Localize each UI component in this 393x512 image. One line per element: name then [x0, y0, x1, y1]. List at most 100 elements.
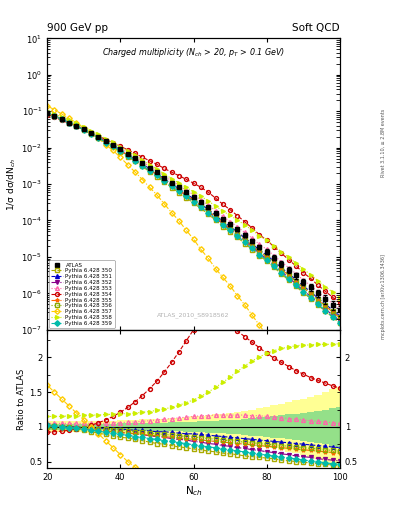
Pythia 6.428 356 — [140, 161, 145, 167]
Pythia 6.428 357 — [140, 177, 145, 183]
Pythia 6.428 359 — [257, 251, 262, 258]
Pythia 6.428 353 — [308, 283, 313, 289]
Pythia 6.428 359 — [191, 199, 196, 205]
Pythia 6.428 356 — [338, 314, 342, 321]
Pythia 6.428 353 — [67, 119, 72, 125]
Pythia 6.428 350 — [338, 321, 342, 327]
Pythia 6.428 359 — [81, 126, 86, 133]
Pythia 6.428 357 — [323, 420, 328, 426]
Pythia 6.428 353 — [316, 289, 320, 295]
Pythia 6.428 351 — [125, 152, 130, 158]
Pythia 6.428 359 — [264, 257, 269, 263]
Pythia 6.428 355 — [272, 260, 276, 266]
Pythia 6.428 352 — [52, 113, 57, 119]
Pythia 6.428 356 — [154, 171, 159, 177]
Pythia 6.428 353 — [338, 307, 342, 313]
Pythia 6.428 356 — [103, 139, 108, 145]
Pythia 6.428 359 — [67, 120, 72, 126]
Pythia 6.428 359 — [103, 139, 108, 145]
Pythia 6.428 351 — [111, 142, 116, 148]
Pythia 6.428 351 — [191, 196, 196, 202]
Pythia 6.428 352 — [111, 143, 116, 149]
Pythia 6.428 356 — [89, 131, 94, 137]
Pythia 6.428 357 — [301, 388, 306, 394]
Pythia 6.428 352 — [133, 157, 138, 163]
Pythia 6.428 350 — [52, 113, 57, 119]
Pythia 6.428 359 — [89, 131, 94, 137]
Pythia 6.428 358 — [330, 289, 335, 295]
Pythia 6.428 358 — [338, 295, 342, 301]
Pythia 6.428 351 — [235, 229, 240, 235]
Pythia 6.428 352 — [125, 152, 130, 158]
Pythia 6.428 358 — [59, 114, 64, 120]
Pythia 6.428 351 — [184, 191, 189, 197]
Pythia 6.428 358 — [52, 111, 57, 117]
Pythia 6.428 351 — [294, 276, 298, 283]
Pythia 6.428 352 — [220, 221, 225, 227]
Text: ATLAS_2010_S8918562: ATLAS_2010_S8918562 — [157, 312, 230, 318]
Pythia 6.428 354 — [162, 165, 167, 172]
Pythia 6.428 354 — [111, 139, 116, 145]
Pythia 6.428 358 — [89, 127, 94, 134]
Pythia 6.428 354 — [147, 158, 152, 164]
Pythia 6.428 355 — [264, 254, 269, 260]
Pythia 6.428 356 — [213, 213, 218, 219]
Pythia 6.428 354 — [272, 244, 276, 250]
Pythia 6.428 358 — [294, 260, 298, 266]
Pythia 6.428 355 — [52, 113, 57, 119]
Text: 900 GeV pp: 900 GeV pp — [47, 23, 108, 33]
Pythia 6.428 350 — [169, 184, 174, 190]
Pythia 6.428 356 — [308, 290, 313, 296]
Pythia 6.428 352 — [301, 287, 306, 293]
Pythia 6.428 350 — [264, 258, 269, 264]
Pythia 6.428 359 — [140, 162, 145, 168]
Pythia 6.428 351 — [59, 116, 64, 122]
Pythia 6.428 359 — [308, 294, 313, 301]
Pythia 6.428 358 — [191, 189, 196, 195]
Pythia 6.428 358 — [67, 117, 72, 123]
Pythia 6.428 350 — [286, 277, 291, 283]
Pythia 6.428 354 — [67, 120, 72, 126]
Pythia 6.428 351 — [140, 161, 145, 167]
Pythia 6.428 359 — [176, 188, 181, 195]
Pythia 6.428 359 — [206, 209, 211, 216]
Pythia 6.428 357 — [198, 246, 203, 252]
Pythia 6.428 358 — [213, 203, 218, 209]
Pythia 6.428 358 — [118, 143, 123, 150]
Pythia 6.428 354 — [103, 137, 108, 143]
Pythia 6.428 357 — [242, 302, 247, 308]
Pythia 6.428 352 — [279, 268, 284, 274]
Pythia 6.428 351 — [264, 252, 269, 258]
Pythia 6.428 356 — [184, 191, 189, 198]
Pythia 6.428 350 — [235, 234, 240, 241]
Pythia 6.428 357 — [74, 120, 79, 126]
Pythia 6.428 353 — [154, 168, 159, 174]
Pythia 6.428 357 — [89, 130, 94, 136]
Pythia 6.428 355 — [184, 192, 189, 198]
Pythia 6.428 357 — [162, 201, 167, 207]
Pythia 6.428 351 — [242, 235, 247, 241]
Pythia 6.428 353 — [330, 301, 335, 307]
Pythia 6.428 358 — [286, 254, 291, 261]
Pythia 6.428 359 — [272, 263, 276, 269]
Pythia 6.428 351 — [67, 119, 72, 125]
Pythia 6.428 354 — [323, 288, 328, 294]
Pythia 6.428 350 — [184, 195, 189, 201]
Pythia 6.428 353 — [81, 125, 86, 132]
Pythia 6.428 355 — [133, 157, 138, 163]
Pythia 6.428 355 — [206, 208, 211, 214]
Pythia 6.428 359 — [198, 204, 203, 210]
Pythia 6.428 356 — [250, 242, 255, 248]
Pythia 6.428 352 — [206, 208, 211, 215]
Pythia 6.428 358 — [301, 266, 306, 272]
Pythia 6.428 350 — [301, 290, 306, 296]
Pythia 6.428 359 — [286, 276, 291, 282]
Pythia 6.428 359 — [330, 313, 335, 319]
Pythia 6.428 356 — [59, 116, 64, 122]
Pythia 6.428 351 — [228, 224, 233, 230]
Pythia 6.428 354 — [154, 161, 159, 167]
Line: Pythia 6.428 359: Pythia 6.428 359 — [45, 111, 342, 325]
Line: Pythia 6.428 352: Pythia 6.428 352 — [45, 111, 342, 323]
Pythia 6.428 358 — [45, 108, 50, 114]
Pythia 6.428 352 — [176, 187, 181, 194]
